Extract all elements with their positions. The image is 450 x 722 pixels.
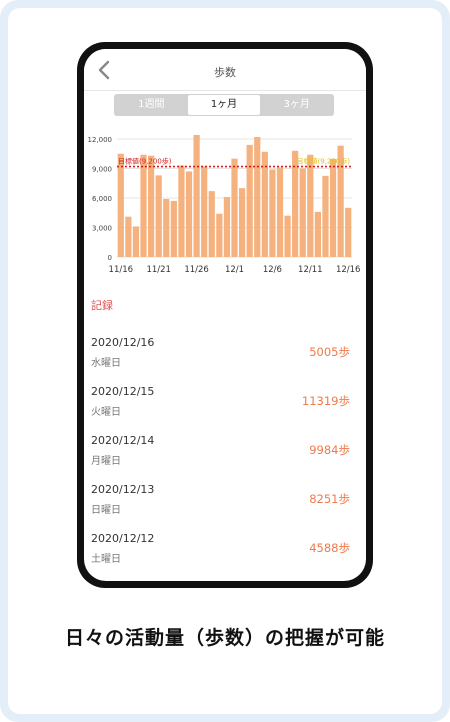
record-steps: 5005歩	[309, 345, 350, 359]
bar	[307, 154, 314, 257]
record-date: 2020/12/13	[91, 483, 155, 496]
bar	[314, 211, 321, 257]
bar	[140, 154, 147, 257]
y-tick-label: 12,000	[88, 136, 113, 144]
records-list: 2020/12/16 水曜日 5005歩 2020/12/15 火曜日 1131…	[84, 321, 366, 566]
bar	[269, 169, 276, 257]
nav-bar: 歩数	[84, 49, 366, 91]
bar	[178, 165, 185, 257]
record-date: 2020/12/12	[91, 532, 155, 545]
bar	[261, 151, 268, 257]
bar	[193, 135, 200, 257]
feature-caption: 日々の活動量（歩数）の把握が可能	[64, 627, 385, 649]
record-weekday: 火曜日	[91, 407, 121, 418]
bar	[322, 175, 329, 257]
list-item[interactable]: 2020/12/12 土曜日 4588歩	[84, 517, 366, 566]
y-tick-label: 0	[108, 254, 112, 262]
record-date: 2020/12/15	[91, 385, 155, 398]
records-heading: 記録	[91, 299, 113, 312]
bar	[170, 200, 177, 257]
bar	[185, 171, 193, 257]
record-date: 2020/12/14	[91, 434, 155, 447]
page-title: 歩数	[214, 66, 236, 79]
bar	[238, 188, 246, 257]
x-tick-label: 12/16	[336, 265, 361, 275]
phone-screen: 歩数 1週間 1ヶ月 3ヶ月 12,000 9,000 6,000 3,000 0 目標値…	[84, 49, 366, 581]
chevron-left-icon[interactable]	[96, 60, 112, 80]
bar	[208, 191, 215, 257]
bar	[299, 168, 306, 257]
bar	[292, 150, 299, 257]
record-weekday: 土曜日	[91, 554, 121, 565]
y-tick-label: 6,000	[92, 195, 112, 203]
period-tabs: 1週間 1ヶ月 3ヶ月	[114, 94, 334, 116]
goal-label: 目標値(9,200歩)	[118, 157, 172, 166]
record-weekday: 月曜日	[91, 456, 121, 467]
bar	[155, 175, 162, 257]
bar	[337, 145, 344, 257]
tab-3-months[interactable]: 3ヶ月	[283, 99, 310, 110]
list-item[interactable]: 2020/12/16 水曜日 5005歩	[84, 321, 366, 370]
goal-label-right: 目標値(9,200歩)	[296, 157, 350, 166]
steps-bar-chart: 12,000 9,000 6,000 3,000 0 目標値(9,200歩) 目標値(9,2…	[88, 135, 361, 275]
record-date: 2020/12/16	[91, 336, 155, 349]
record-weekday: 日曜日	[91, 505, 121, 516]
list-item[interactable]: 2020/12/13 日曜日 8251歩	[84, 468, 366, 517]
list-item[interactable]: 2020/12/15 火曜日 11319歩	[84, 370, 366, 419]
record-steps: 11319歩	[301, 394, 350, 408]
bar	[216, 213, 223, 257]
bar	[223, 197, 231, 257]
x-tick-label: 12/11	[298, 265, 323, 275]
list-item[interactable]: 2020/12/14 月曜日 9984歩	[84, 419, 366, 468]
bar	[125, 216, 132, 257]
x-tick-label: 12/1	[225, 265, 244, 275]
y-tick-label: 9,000	[92, 166, 112, 174]
bar	[231, 158, 238, 257]
bar	[148, 155, 155, 257]
x-tick-label: 11/26	[184, 265, 209, 275]
record-weekday: 水曜日	[91, 358, 121, 369]
x-tick-label: 11/21	[146, 265, 171, 275]
y-tick-label: 3,000	[92, 225, 112, 233]
record-steps: 9984歩	[309, 443, 350, 457]
bar	[345, 207, 352, 257]
bar	[117, 153, 124, 257]
bar	[284, 215, 291, 257]
record-steps: 8251歩	[309, 492, 350, 506]
record-steps: 4588歩	[309, 541, 350, 555]
bar	[246, 144, 253, 257]
bar	[132, 226, 140, 257]
bar	[201, 166, 208, 257]
bar	[276, 167, 284, 257]
tab-1-month[interactable]: 1ヶ月	[187, 95, 261, 115]
tab-1-week[interactable]: 1週間	[138, 99, 165, 110]
x-tick-label: 12/6	[263, 265, 282, 275]
bar	[254, 137, 261, 257]
x-tick-label: 11/16	[109, 265, 133, 275]
bar	[163, 198, 170, 257]
bar	[329, 158, 337, 257]
